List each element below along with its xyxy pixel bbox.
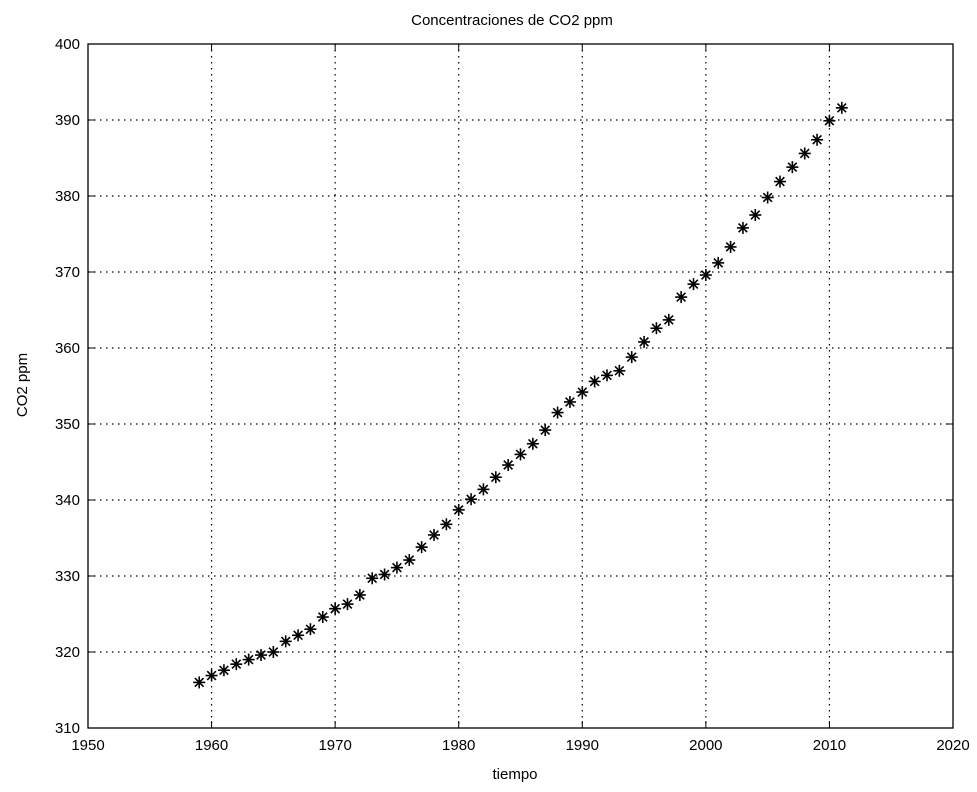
- data-point: [798, 147, 811, 160]
- data-point: [217, 664, 230, 677]
- axis-ticks: 1950 1960 1970 1980 1990 2000 2010 2020 310 320 33…: [55, 36, 970, 754]
- data-point: [823, 114, 836, 127]
- data-point: [267, 646, 280, 658]
- data-point: [452, 503, 465, 516]
- data-point: [242, 653, 255, 666]
- x-tick-label: 2020: [936, 737, 969, 754]
- data-point: [526, 437, 539, 450]
- x-tick-label: 2000: [689, 737, 722, 754]
- data-point: [613, 364, 626, 377]
- y-tick-label: 350: [55, 416, 80, 433]
- y-tick-label: 400: [55, 36, 80, 53]
- data-point: [428, 528, 440, 541]
- data-point: [650, 322, 663, 335]
- plot-area-frame: [87, 43, 954, 729]
- data-point: [576, 386, 589, 399]
- data-point: [415, 541, 428, 554]
- x-tick-label: 1980: [442, 737, 475, 754]
- data-point: [489, 471, 502, 484]
- data-point: [205, 669, 218, 682]
- y-tick-label: 340: [55, 492, 80, 509]
- data-point: [563, 395, 576, 408]
- data-point: [601, 369, 613, 382]
- data-point: [625, 351, 638, 364]
- data-point: [403, 554, 416, 567]
- data-point: [835, 101, 848, 114]
- data-point: [687, 278, 700, 291]
- data-point: [440, 518, 453, 531]
- data-point: [292, 629, 305, 642]
- y-tick-label: 330: [55, 568, 80, 585]
- data-point: [588, 375, 601, 388]
- data-point: [279, 635, 292, 648]
- data-point: [749, 209, 762, 221]
- data-point: [465, 493, 478, 506]
- y-tick-label: 380: [55, 188, 80, 205]
- y-tick-label: 360: [55, 340, 80, 357]
- data-point: [341, 598, 354, 611]
- y-tick-label: 390: [55, 112, 80, 129]
- x-tick-label: 1960: [195, 737, 228, 754]
- data-point: [638, 335, 651, 348]
- data-point: [378, 568, 391, 581]
- data-point: [390, 561, 403, 574]
- data-point: [712, 256, 725, 269]
- data-point: [761, 191, 774, 204]
- data-point: [786, 161, 799, 174]
- data-point: [551, 406, 564, 419]
- data-point: [811, 133, 824, 146]
- data-point: [477, 483, 490, 496]
- y-tick-label: 370: [55, 264, 80, 281]
- data-point: [724, 240, 737, 253]
- data-point: [514, 448, 527, 461]
- data-markers: [193, 101, 848, 689]
- x-tick-label: 1950: [71, 737, 104, 754]
- data-point: [193, 676, 206, 689]
- data-point: [230, 658, 243, 671]
- data-point: [353, 589, 366, 601]
- data-point: [255, 649, 267, 662]
- x-axis-label: tiempo: [492, 766, 537, 783]
- data-point: [502, 459, 515, 472]
- grid-lines: [88, 44, 953, 728]
- data-point: [675, 291, 688, 304]
- y-axis-label: CO2 ppm: [14, 353, 31, 417]
- data-point: [662, 313, 675, 326]
- y-tick-label: 310: [55, 720, 80, 737]
- data-point: [774, 175, 786, 188]
- y-tick-label: 320: [55, 644, 80, 661]
- x-tick-label: 2010: [813, 737, 846, 754]
- data-point: [736, 221, 749, 234]
- data-point: [539, 424, 552, 437]
- data-point: [329, 602, 342, 615]
- data-point: [304, 623, 317, 636]
- x-tick-label: 1990: [566, 737, 599, 754]
- chart-title: Concentraciones de CO2 ppm: [411, 12, 613, 29]
- data-point: [316, 611, 329, 624]
- data-point: [366, 572, 379, 585]
- x-tick-label: 1970: [318, 737, 351, 754]
- data-point: [699, 269, 712, 282]
